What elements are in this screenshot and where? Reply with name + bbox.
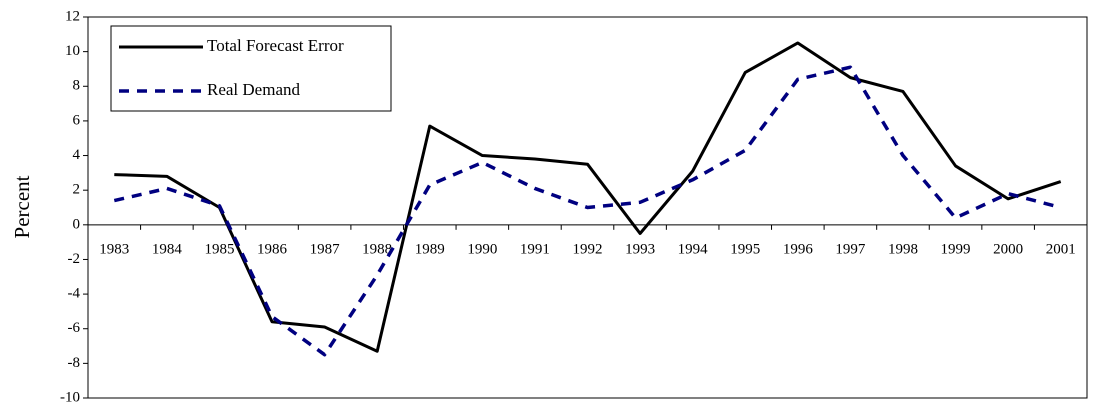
- legend-label: Real Demand: [207, 80, 300, 99]
- y-tick-label: 12: [65, 8, 80, 24]
- x-tick-label: 1992: [573, 241, 603, 257]
- plot-frame: [87, 16, 1088, 399]
- y-tick-label: 2: [73, 182, 81, 198]
- x-tick-label: 1991: [520, 241, 550, 257]
- x-tick-label: 1999: [941, 241, 971, 257]
- y-tick-label: 6: [73, 112, 81, 128]
- y-tick-label: -2: [68, 251, 81, 267]
- y-tick-label: 10: [65, 43, 80, 59]
- y-tick-label: 8: [73, 78, 81, 94]
- x-tick-label: 1995: [730, 241, 760, 257]
- x-tick-label: 1985: [204, 241, 234, 257]
- x-tick-label: 1988: [362, 241, 392, 257]
- x-tick-label: 1998: [888, 241, 918, 257]
- x-tick-label: 2000: [993, 241, 1023, 257]
- y-tick-label: -6: [68, 320, 81, 336]
- x-tick-label: 1984: [152, 241, 183, 257]
- x-tick-label: 1993: [625, 241, 655, 257]
- x-tick-label: 1983: [99, 241, 129, 257]
- x-tick-label: 1990: [467, 241, 497, 257]
- x-tick-label: 1986: [257, 241, 288, 257]
- legend-label: Total Forecast Error: [207, 36, 344, 55]
- y-tick-label: -4: [68, 286, 81, 302]
- x-tick-label: 1996: [783, 241, 814, 257]
- x-tick-label: 2001: [1046, 241, 1076, 257]
- line: [113, 65, 1062, 357]
- y-tick-label: -10: [60, 389, 80, 405]
- y-tick-label: 4: [73, 147, 81, 163]
- y-tick-label: -8: [68, 355, 81, 371]
- y-axis-label: Percent: [10, 175, 34, 238]
- x-tick-label: 1989: [415, 241, 445, 257]
- x-tick-label: 1987: [310, 241, 341, 257]
- x-tick-label: 1994: [678, 241, 709, 257]
- legend-box: [110, 25, 392, 112]
- line: [114, 41, 1062, 353]
- x-tick-label: 1997: [835, 241, 866, 257]
- y-tick-label: 0: [73, 216, 81, 232]
